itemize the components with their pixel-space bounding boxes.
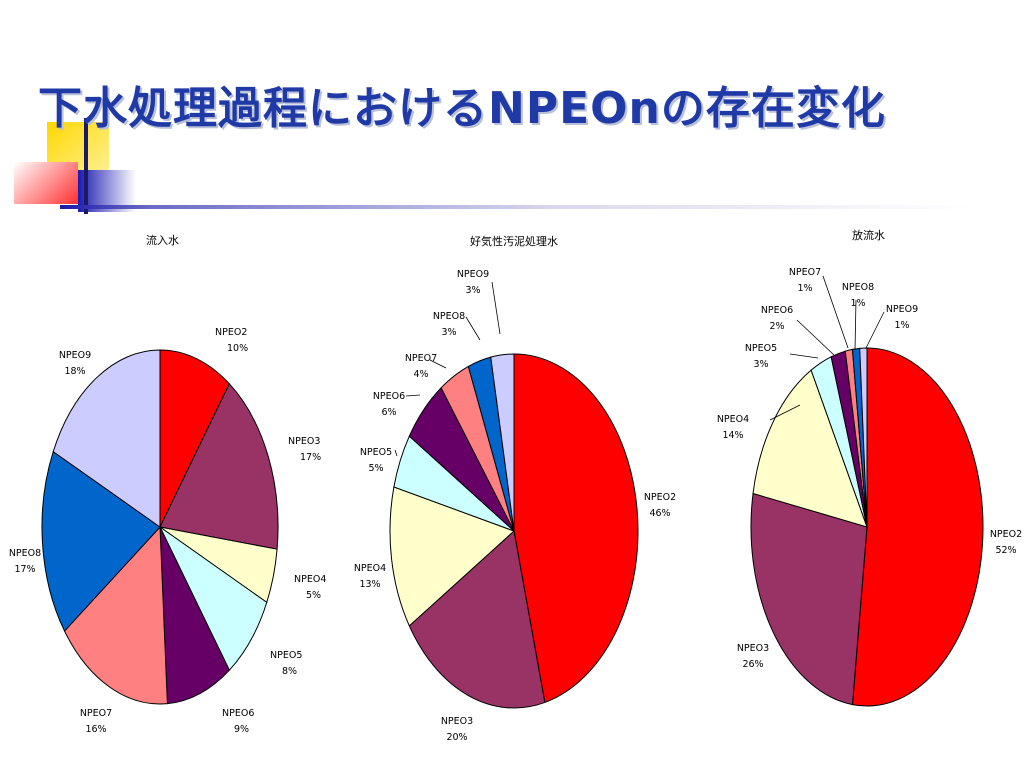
pie-slice-npeo3 bbox=[750, 492, 868, 706]
slice-percent-npeo7: 16% bbox=[85, 724, 106, 735]
chart-title-influent: 流入水 bbox=[146, 234, 179, 247]
slice-percent-npeo4: 5% bbox=[306, 590, 321, 601]
slice-label-npeo2: NPEO2 bbox=[215, 327, 247, 338]
leader-line-npeo7 bbox=[822, 275, 849, 349]
slice-label-npeo9: NPEO9 bbox=[59, 350, 91, 361]
slice-label-npeo9: NPEO9 bbox=[457, 269, 489, 280]
slide-title: 下水処理過程におけるNPEOnの存在変化 bbox=[38, 83, 886, 134]
pie-slice-npeo4 bbox=[389, 486, 515, 627]
chart-title-effluent: 放流水 bbox=[852, 229, 885, 242]
slice-label-npeo2: NPEO2 bbox=[644, 492, 676, 503]
leader-line-npeo9 bbox=[491, 281, 501, 335]
slice-label-npeo9: NPEO9 bbox=[886, 304, 918, 315]
leader-line-npeo7 bbox=[429, 359, 447, 369]
pie-slice-npeo2 bbox=[513, 353, 639, 704]
slice-percent-npeo8: 3% bbox=[441, 327, 456, 338]
slice-label-npeo3: NPEO3 bbox=[288, 436, 320, 447]
leader-line-npeo8 bbox=[854, 299, 857, 351]
pie-slice-npeo7 bbox=[63, 525, 168, 705]
slice-percent-npeo3: 17% bbox=[300, 452, 321, 463]
pie-slice-npeo3 bbox=[408, 530, 546, 709]
pie-slice-npeo3 bbox=[159, 382, 279, 550]
slice-percent-npeo2: 46% bbox=[649, 508, 670, 519]
leader-line-npeo6 bbox=[796, 319, 835, 356]
slice-percent-npeo2: 52% bbox=[995, 545, 1016, 556]
slice-percent-npeo6: 2% bbox=[769, 321, 784, 332]
pie-chart-2: NPEO2 52% NPEO3 26% NPEO4 14% NPEO5 3% NPEO6 2% NP… bbox=[717, 267, 1022, 707]
slice-label-npeo4: NPEO4 bbox=[354, 563, 386, 574]
slice-percent-npeo5: 3% bbox=[753, 359, 768, 370]
slice-percent-npeo4: 13% bbox=[359, 579, 380, 590]
leader-line-npeo4 bbox=[769, 404, 801, 421]
slice-label-npeo6: NPEO6 bbox=[761, 305, 793, 316]
slice-label-npeo7: NPEO7 bbox=[80, 708, 112, 719]
leader-line-npeo9 bbox=[865, 311, 885, 349]
slice-percent-npeo3: 26% bbox=[742, 659, 763, 670]
leader-line-npeo6 bbox=[405, 394, 421, 397]
leader-line-npeo8 bbox=[465, 316, 481, 341]
slice-label-npeo7: NPEO7 bbox=[405, 353, 437, 364]
slice-label-npeo8: NPEO8 bbox=[842, 282, 874, 293]
slice-label-npeo5: NPEO5 bbox=[360, 447, 392, 458]
chart-title-aerobic: 好気性汚泥処理水 bbox=[470, 235, 558, 248]
slice-percent-npeo3: 20% bbox=[446, 732, 467, 743]
pie-slice-npeo6 bbox=[159, 526, 230, 705]
pie-slice-npeo9 bbox=[490, 353, 515, 532]
slice-percent-npeo6: 9% bbox=[234, 724, 249, 735]
slice-label-npeo8: NPEO8 bbox=[433, 311, 465, 322]
slice-label-npeo5: NPEO5 bbox=[270, 650, 302, 661]
deco-red-square bbox=[14, 162, 78, 204]
slice-percent-npeo7: 1% bbox=[797, 283, 812, 294]
slice-label-npeo2: NPEO2 bbox=[990, 529, 1022, 540]
slice-label-npeo4: NPEO4 bbox=[294, 574, 326, 585]
slice-percent-npeo7: 4% bbox=[413, 369, 428, 380]
slice-percent-npeo8: 1% bbox=[850, 298, 865, 309]
pie-slice-npeo4 bbox=[752, 369, 868, 528]
title-underline bbox=[60, 205, 970, 209]
slice-percent-npeo5: 5% bbox=[368, 463, 383, 474]
slice-percent-npeo8: 17% bbox=[14, 564, 35, 575]
slice-label-npeo6: NPEO6 bbox=[222, 708, 254, 719]
slice-label-npeo7: NPEO7 bbox=[789, 267, 821, 278]
slice-label-npeo3: NPEO3 bbox=[737, 643, 769, 654]
slice-percent-npeo5: 8% bbox=[282, 666, 297, 677]
slice-label-npeo8: NPEO8 bbox=[9, 548, 41, 559]
pie-slice-npeo2 bbox=[851, 347, 984, 707]
pie-slice-npeo2 bbox=[159, 349, 230, 528]
leader-line-npeo5 bbox=[394, 449, 398, 457]
slice-percent-npeo4: 14% bbox=[722, 430, 743, 441]
leader-line-npeo5 bbox=[789, 353, 819, 359]
pie-slice-npeo9 bbox=[859, 347, 868, 528]
slice-percent-npeo9: 1% bbox=[894, 320, 909, 331]
pie-chart-1: NPEO2 46% NPEO3 20% NPEO4 13% NPEO5 5% NPEO6 6% NP… bbox=[354, 269, 676, 743]
slice-percent-npeo6: 6% bbox=[381, 407, 396, 418]
slice-label-npeo6: NPEO6 bbox=[373, 391, 405, 402]
slice-percent-npeo9: 18% bbox=[64, 366, 85, 377]
slice-percent-npeo2: 10% bbox=[227, 343, 248, 354]
slice-label-npeo3: NPEO3 bbox=[441, 716, 473, 727]
slice-percent-npeo9: 3% bbox=[465, 285, 480, 296]
deco-vertical-line bbox=[84, 118, 88, 214]
pie-slice-npeo5 bbox=[159, 526, 268, 672]
pie-slice-npeo8 bbox=[41, 450, 161, 632]
pie-slice-npeo9 bbox=[52, 349, 161, 528]
slice-label-npeo4: NPEO4 bbox=[717, 414, 749, 425]
pie-chart-0: NPEO2 10% NPEO3 17% NPEO4 5% NPEO5 8% NPEO6 9% NPE… bbox=[9, 327, 327, 735]
slice-label-npeo5: NPEO5 bbox=[745, 343, 777, 354]
